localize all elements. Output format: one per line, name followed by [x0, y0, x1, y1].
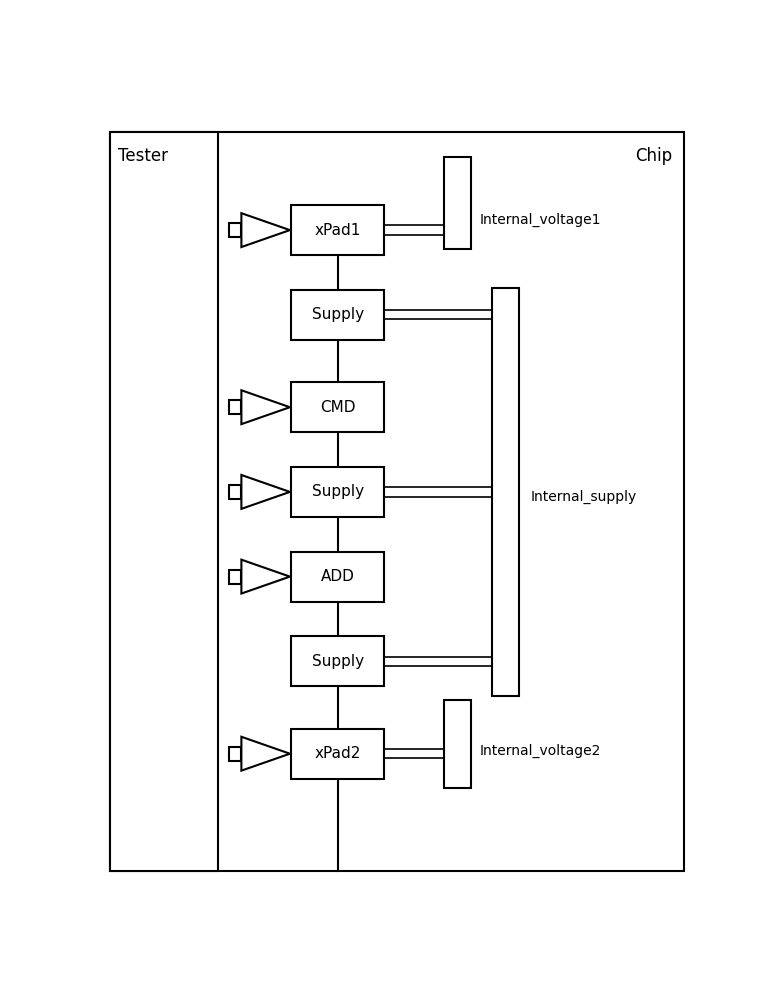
Bar	[229, 400, 241, 414]
Text: Supply: Supply	[312, 307, 364, 322]
Bar	[292, 382, 384, 432]
Text: Internal_voltage1: Internal_voltage1	[480, 213, 601, 227]
Bar	[292, 290, 384, 340]
Text: CMD: CMD	[320, 400, 355, 415]
Text: Tester: Tester	[118, 147, 168, 165]
Text: Internal_voltage2: Internal_voltage2	[480, 744, 601, 758]
Text: xPad1: xPad1	[314, 223, 361, 238]
Text: ADD: ADD	[320, 569, 355, 584]
Polygon shape	[241, 475, 290, 509]
Bar	[444, 157, 471, 249]
Bar	[110, 132, 218, 871]
Bar	[229, 747, 241, 761]
Bar	[292, 636, 384, 686]
Bar	[229, 223, 241, 237]
Bar	[292, 467, 384, 517]
Bar	[229, 570, 241, 584]
Polygon shape	[241, 213, 290, 247]
Text: Supply: Supply	[312, 484, 364, 499]
Bar	[292, 729, 384, 779]
Bar	[292, 205, 384, 255]
Bar	[229, 485, 241, 499]
Text: Internal_supply: Internal_supply	[530, 490, 636, 504]
Polygon shape	[241, 560, 290, 594]
Polygon shape	[241, 737, 290, 771]
Bar	[492, 288, 518, 696]
Text: Supply: Supply	[312, 654, 364, 669]
Text: xPad2: xPad2	[314, 746, 361, 761]
Bar	[444, 700, 471, 788]
Text: Chip: Chip	[636, 147, 673, 165]
Bar	[292, 552, 384, 602]
Polygon shape	[241, 390, 290, 424]
